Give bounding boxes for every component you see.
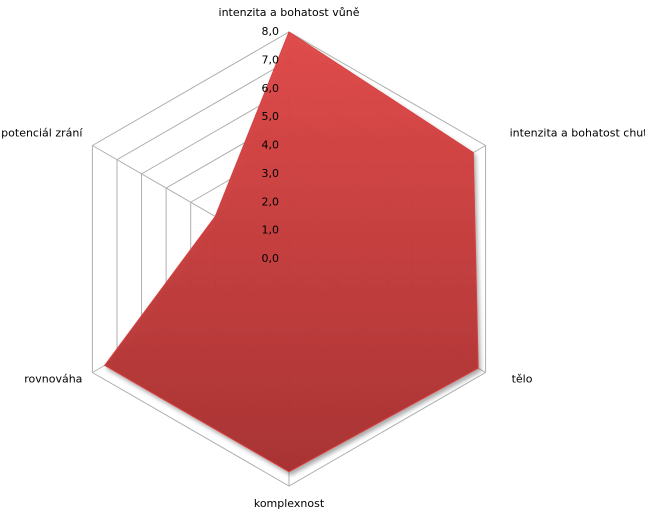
r-tick-label: 5,0 xyxy=(262,110,280,123)
axis-label: tělo xyxy=(512,373,533,386)
radar-area xyxy=(103,31,479,473)
r-tick-label: 0,0 xyxy=(262,252,280,265)
r-tick-label: 2,0 xyxy=(262,195,280,208)
axis-label: intenzita a bohatost chuti xyxy=(510,127,645,140)
r-tick-label: 3,0 xyxy=(262,167,280,180)
r-tick-label: 6,0 xyxy=(262,82,280,95)
axis-label: intenzita a bohatost vůně xyxy=(219,6,360,19)
axis-label: komplexnost xyxy=(254,497,325,510)
r-tick-label: 7,0 xyxy=(262,53,280,66)
axis-label: potenciál zrání xyxy=(1,127,83,140)
r-tick-label: 1,0 xyxy=(262,224,280,237)
axis-label: rovnováha xyxy=(24,373,82,386)
r-tick-label: 4,0 xyxy=(262,139,280,152)
r-tick-label: 8,0 xyxy=(262,25,280,38)
